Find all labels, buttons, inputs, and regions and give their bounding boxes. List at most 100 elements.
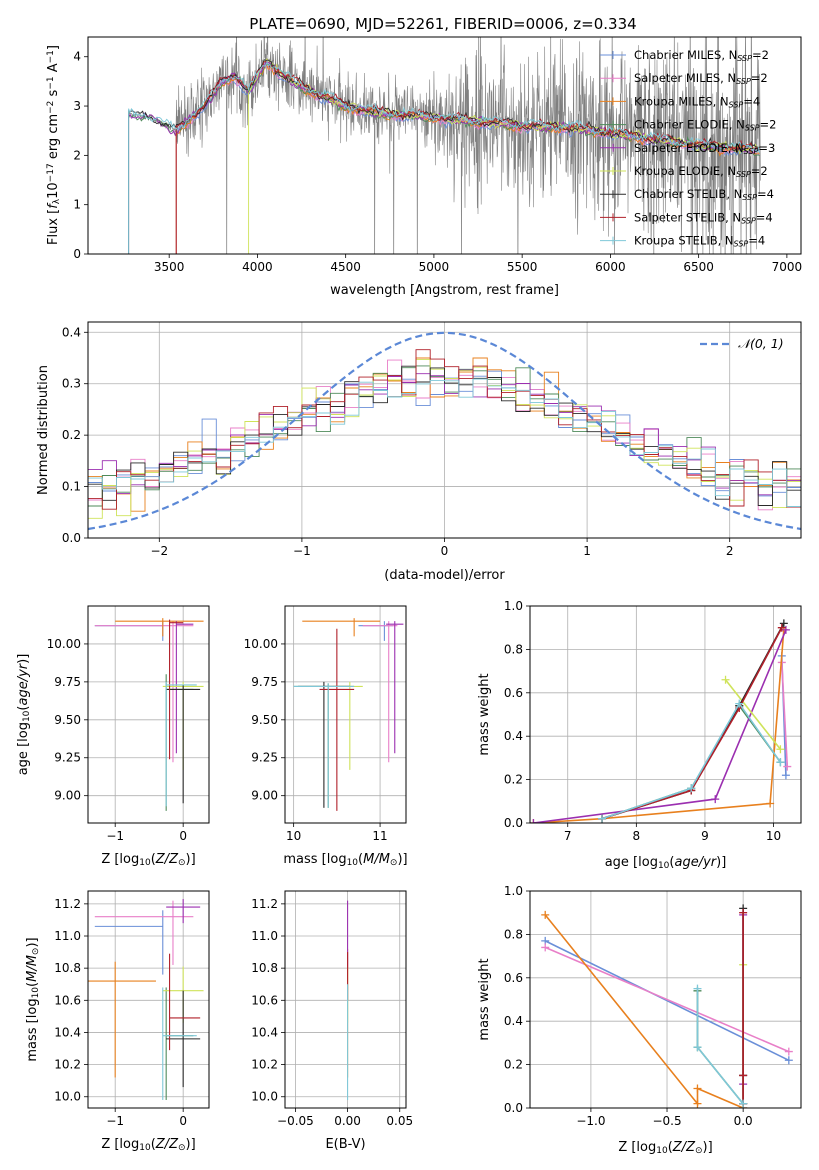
weight-point-marker [739,1071,748,1080]
y-tick-label: 9.25 [54,751,81,765]
y-tick-label: 10.6 [54,993,81,1007]
weight-point-marker [735,699,744,708]
legend-label-part: SSP [741,216,756,225]
y-tick-label: 0.3 [62,377,81,391]
y-tick-label: 9.50 [54,713,81,727]
gaussian-curve [88,331,801,531]
y-tick-label: 0.2 [62,428,81,442]
residuals-chart: −2 −1 0 1 2 0.0 0.1 0.2 0.3 0.4 𝒩(0, 1) (data-model… [36,321,802,583]
x-tick-label: 0 [441,544,449,558]
y-tick-label: 0.0 [504,816,523,830]
x-tick-label: 7 [564,829,572,843]
x-axis-label-part: ( [669,855,674,870]
weight-series-line [544,914,744,1108]
y-axis-label-part: age/yr [16,662,31,705]
legend-label-part: =2 [751,164,768,178]
x-axis-label-part: 10 [656,1146,668,1156]
y-tick-label: 0.2 [504,1058,523,1072]
plot-area [94,618,204,811]
y-axis-label-part: 10 [31,987,41,999]
y-tick-label: 1 [73,198,81,212]
legend-label-part: SSP [744,147,759,156]
weight-point-marker [530,819,538,823]
legend-label-part: Salpeter MILES, N [634,71,736,85]
weight-series-line [601,627,783,820]
y-tick-label: 11.2 [54,897,81,911]
x-axis-label-part: )] [397,852,407,867]
x-axis-label-part: age/yr [674,855,717,870]
legend-label-part: SSP [736,77,751,86]
y-tick-label: 0.8 [504,927,523,941]
y-tick-label: 10.0 [54,1090,81,1104]
axes-frame [529,890,802,1109]
spectrum-chart: 3500 4000 4500 5000 5500 6000 6500 7000 0 1 2 3 4 Cha… [46,36,803,298]
y-tick-label: 10.8 [251,961,278,975]
y-tick-label: 9.75 [54,675,81,689]
x-axis-label: E(B-V) [325,1137,365,1152]
x-axis-label: age [log10(age/yr)] [605,855,727,871]
mass-vs-ebv-chart: −0.05 0.00 0.05 10.0 10.2 10.4 10.6 10.8 11.0 11.… [251,890,413,1152]
legend-label-part: Chabrier ELODIE, N [634,118,745,132]
y-tick-label: 10.2 [251,1058,278,1072]
weight-point-marker [711,795,720,804]
plot-area [128,37,761,254]
y-tick-label: 10.2 [54,1058,81,1072]
legend-label-part: Kroupa STELIB, N [634,234,734,248]
y-axis-label-part: s [46,89,61,100]
x-tick-label: −1 [106,1114,124,1128]
y-axis-label-part: age [log [16,722,31,775]
x-tick-label: 10 [766,829,781,843]
x-axis-label-part: )] [716,855,726,870]
y-tick-label: 3 [73,99,81,113]
weight-point-marker [693,1043,702,1052]
x-tick-label: 4500 [330,260,361,274]
x-axis-label-part: 10 [658,861,670,871]
x-axis-label-part: E(B-V) [325,1137,365,1152]
weight-point-marker [739,1099,748,1108]
axes-frame [87,605,210,824]
y-axis-label-part: mass [log [25,998,40,1061]
plot-area [293,618,404,811]
y-axis-label-part: ( [25,982,40,987]
x-tick-label: −2 [150,544,168,558]
y-axis-label-part: 10 [22,710,32,722]
x-axis-label-part: ( [151,852,156,867]
x-axis-label-part: ( [151,1137,156,1152]
y-tick-label: 0.4 [504,1014,523,1028]
x-axis-label-part: )] [186,852,196,867]
x-axis-label-part: 10 [139,1143,151,1153]
x-tick-label: 7000 [772,260,803,274]
x-tick-label: 3500 [154,260,185,274]
y-tick-label: 10.00 [47,637,81,651]
y-tick-label: 10.6 [251,993,278,1007]
axes-frame [284,605,407,824]
x-tick-label: −0.5 [652,1114,681,1128]
legend-label: 𝒩(0, 1) [738,336,784,351]
weight-point-marker [541,910,550,919]
axes-frame [284,890,407,1109]
weight-point-marker [693,1084,702,1093]
model-line [128,60,761,254]
y-tick-label: 11.0 [54,929,81,943]
y-tick-label: 4 [73,50,81,64]
x-tick-label: 5500 [507,260,538,274]
x-tick-label: 0.00 [334,1114,361,1128]
y-axis-label-part: M/M [25,955,40,982]
x-axis-label-part: ( [668,1140,673,1155]
x-axis-label-part: ( [358,852,363,867]
weight-point-marker [766,799,775,808]
y-tick-label: 0.2 [504,773,523,787]
x-axis-label-part: Z/Z [672,1140,696,1155]
legend-label-part: =4 [743,94,760,108]
y-tick-label: 11.0 [251,929,278,943]
x-tick-label: −1 [106,829,124,843]
y-tick-label: 0.1 [62,480,81,494]
x-axis-label-part: ⊙ [178,1143,186,1153]
y-tick-label: 0.0 [504,1101,523,1115]
axes-frame [87,36,802,255]
legend-label: Salpeter MILES, NSSP=2 [634,71,768,86]
weight-series-line [781,662,789,767]
y-tick-label: 9.50 [251,713,278,727]
